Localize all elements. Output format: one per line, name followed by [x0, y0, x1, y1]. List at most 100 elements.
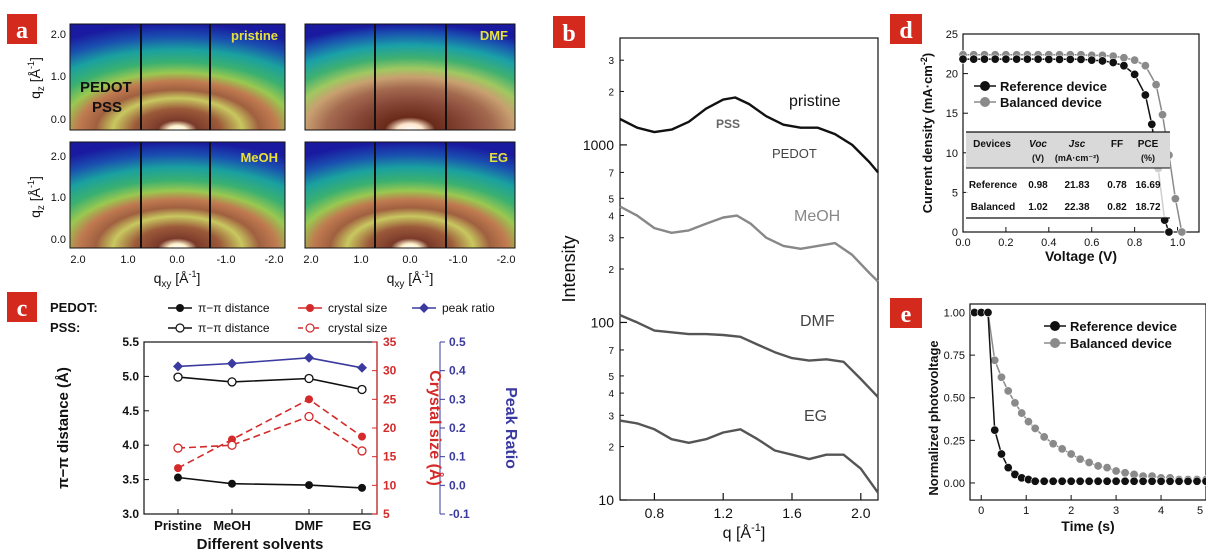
legend-balanced: Balanced device [1000, 95, 1102, 110]
tick-label: 1.00 [944, 308, 965, 320]
tick-label: 5 [1197, 505, 1203, 517]
annotation-pedot: PEDOT [80, 79, 132, 96]
data-point [1075, 476, 1085, 486]
tick-label: 1.0 [51, 192, 66, 204]
panel-a: a pristine PEDOT PSS DMF [7, 14, 516, 290]
legend-d: Reference device Balanced device [974, 79, 1107, 110]
giwaxs-image-eg: EG [304, 141, 516, 249]
panel-letter-bg [7, 14, 37, 44]
image-label: pristine [231, 28, 278, 43]
curve-label-pristine: pristine [789, 93, 841, 110]
tick-label: 15 [383, 450, 397, 464]
data-point [990, 355, 1000, 365]
data-point [983, 308, 993, 318]
tick-label: 35 [383, 335, 397, 349]
table-header: FF [1111, 139, 1123, 150]
data-point [305, 395, 313, 404]
tick-label: 4.0 [122, 438, 139, 452]
data-point [174, 473, 182, 482]
series-line [963, 58, 1170, 233]
data-point [1120, 468, 1130, 478]
tick-label: 1.6 [782, 505, 802, 521]
series-line-dmf [619, 313, 879, 398]
axis-label-x: qxy [Å-1] [387, 269, 434, 290]
tick-label: 2.0 [51, 151, 66, 163]
legend-marker [1050, 321, 1060, 331]
data-point [1093, 461, 1103, 471]
tick-label: 2 [608, 443, 614, 454]
axis-label-y: Normalized photovoltage [926, 340, 941, 495]
curve-label-meoh: MeOH [794, 208, 840, 225]
tick-label: 5 [383, 507, 390, 521]
data-point [1010, 398, 1020, 408]
tick-label: 0.8 [1127, 237, 1142, 249]
data-point [304, 352, 314, 363]
panel-letter-bg [553, 16, 585, 48]
data-point [979, 54, 989, 64]
tick-label: 5 [952, 187, 958, 199]
legend-crystal-pedot: crystal size [328, 301, 388, 315]
data-point [1119, 61, 1129, 71]
data-point [1158, 110, 1168, 120]
tick-label: 1 [1023, 505, 1029, 517]
data-point [1097, 56, 1107, 66]
tick-label: DMF [295, 518, 323, 533]
panel-letter-d: d [899, 18, 913, 44]
annotation-pedot: PEDOT [772, 146, 817, 161]
annotation-pss: PSS [716, 117, 740, 131]
tick-label: 0.75 [944, 350, 965, 362]
data-point [990, 54, 1000, 64]
table-cell: 16.69 [1135, 180, 1160, 191]
data-point [304, 373, 314, 384]
data-point [228, 479, 236, 488]
xticks-d: 0.0 0.2 0.4 0.6 0.8 1.0 [955, 227, 1185, 249]
data-point [1030, 476, 1040, 486]
tick-label: 5 [608, 372, 614, 383]
panel-letter-e: e [901, 302, 912, 328]
legend-balanced: Balanced device [1070, 336, 1172, 351]
legend-marker [305, 323, 315, 333]
tick-label: 0.00 [944, 478, 965, 490]
data-point [174, 464, 182, 473]
table-header: PCE [1138, 139, 1159, 150]
tick-label: 0.50 [944, 393, 965, 405]
tick-label: 25 [946, 29, 958, 41]
panel-letter-bg [890, 298, 922, 328]
legend-marker [980, 81, 990, 91]
legend-pipi-pedot: π−π distance [198, 301, 270, 315]
tick-label: 2.0 [851, 505, 871, 521]
tick-label: 5.0 [122, 369, 139, 383]
tick-label: 2.0 [70, 254, 85, 266]
table-cell: 18.72 [1135, 202, 1160, 213]
tick-label: 10 [383, 478, 397, 492]
axis-label-x: q [Å-1] [723, 522, 766, 542]
legend-head-pss: PSS: [50, 320, 80, 335]
xticks-a-right: 2.0 1.0 0.0 -1.0 -2.0 [303, 254, 515, 266]
legend-marker [306, 304, 314, 312]
plot-frame-e [969, 303, 1206, 501]
data-point [1093, 476, 1103, 486]
tick-label: 0.3 [449, 392, 466, 406]
legend-marker [176, 304, 184, 312]
data-point [1075, 454, 1085, 464]
giwaxs-image-pristine: pristine PEDOT PSS [69, 23, 286, 131]
xticks-a-left: 2.0 1.0 0.0 -1.0 -2.0 [70, 254, 283, 266]
axis-label-y: Intensity [559, 235, 579, 302]
tick-label: 0.0 [169, 254, 184, 266]
data-point [1048, 439, 1058, 449]
data-point [305, 481, 313, 490]
axis-label-y-middle: Crystal size (Å) [426, 370, 445, 486]
data-point [1048, 476, 1058, 486]
data-point [1120, 476, 1130, 486]
data-point [958, 54, 968, 64]
series-line [177, 376, 363, 391]
panel-letter-bg [7, 292, 37, 322]
tick-label: -0.1 [449, 507, 470, 521]
tick-label: -1.0 [217, 254, 236, 266]
giwaxs-image-dmf: DMF [304, 23, 516, 131]
table-cell: 1.02 [1028, 202, 1048, 213]
legend-marker [980, 97, 990, 107]
tick-label: 5.5 [122, 335, 139, 349]
table-cell: 22.38 [1064, 202, 1089, 213]
axis-label-y-right: Peak Ratio [502, 387, 519, 469]
